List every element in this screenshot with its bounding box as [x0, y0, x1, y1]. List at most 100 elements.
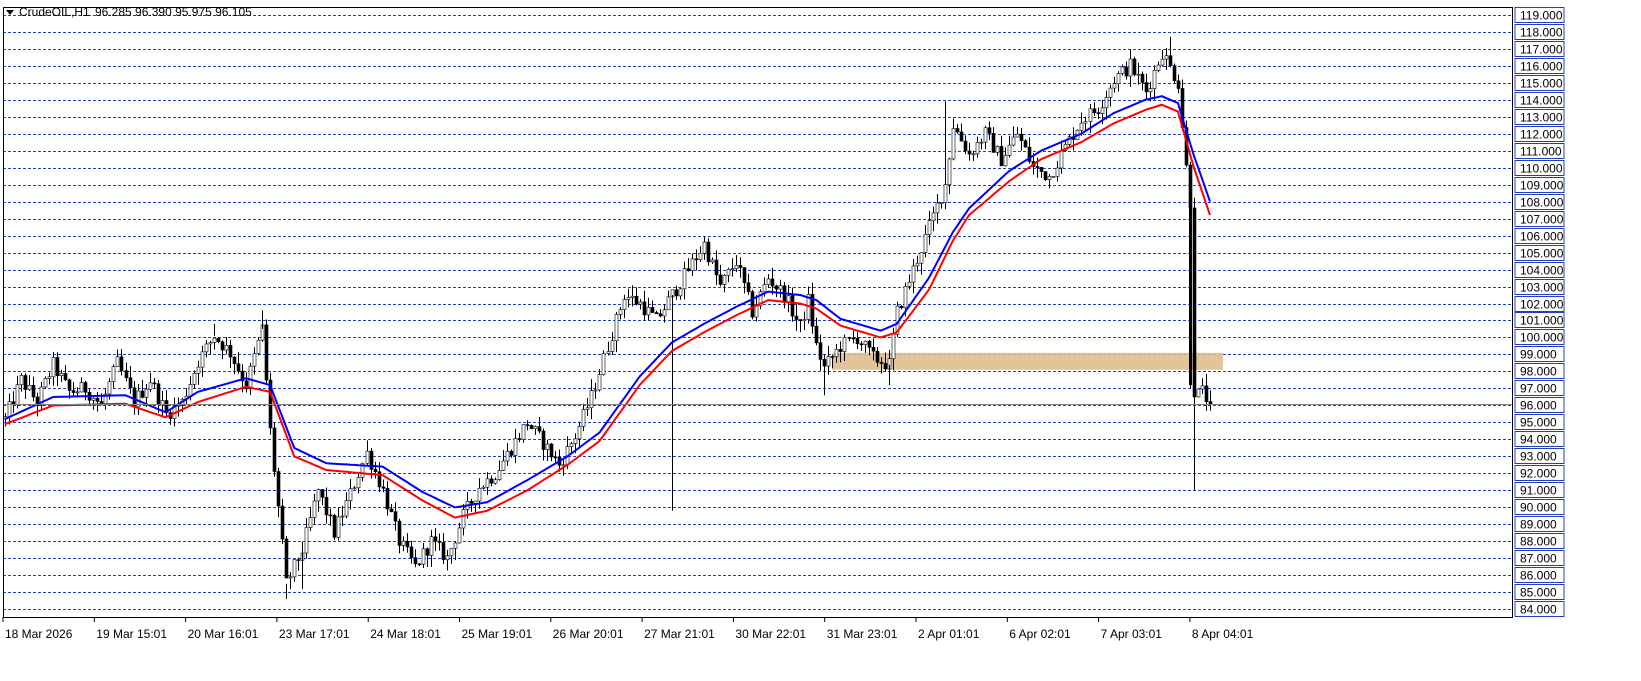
- price-label-box: [1514, 329, 1565, 345]
- candle-body: [1067, 136, 1072, 145]
- price-tick-label: 104.000: [1520, 264, 1564, 278]
- time-tick-label: 19 Mar 15:01: [96, 627, 167, 641]
- candle-body: [915, 262, 920, 267]
- price-label-box: [1514, 550, 1565, 566]
- ma-fast-line: [4, 95, 1211, 509]
- candle-body: [248, 365, 253, 390]
- candle-body: [369, 450, 374, 470]
- candle-body: [730, 268, 735, 270]
- candle-body: [208, 342, 213, 345]
- candle-body: [606, 351, 611, 354]
- candle-body: [529, 425, 534, 429]
- candle-body: [838, 349, 843, 352]
- candle-body: [694, 258, 699, 261]
- candle-body: [758, 291, 763, 307]
- candle-body: [610, 340, 615, 352]
- candle-body: [1196, 388, 1201, 398]
- candle-body: [115, 356, 120, 367]
- candle-body: [425, 548, 430, 556]
- candle-body: [762, 284, 767, 293]
- candle-body: [377, 471, 382, 488]
- time-tick-label: 6 Apr 02:01: [1009, 627, 1071, 641]
- candle-body: [1088, 108, 1093, 122]
- candle-body: [943, 184, 948, 203]
- candle-body: [810, 293, 815, 327]
- candle-body: [706, 241, 711, 263]
- candle-body: [421, 548, 426, 565]
- candle-body: [1104, 97, 1109, 109]
- candle-body: [955, 128, 960, 133]
- candle-body: [883, 363, 888, 370]
- candle-body: [264, 324, 269, 381]
- candle-body: [1172, 65, 1177, 82]
- candle-body: [7, 401, 12, 417]
- candle-body: [212, 337, 217, 343]
- candle-body: [935, 202, 940, 214]
- price-label-box: [1514, 24, 1565, 40]
- candle-body: [505, 450, 510, 462]
- candle-body: [702, 241, 707, 254]
- candle-body: [525, 424, 530, 426]
- price-tick-label: 110.000: [1520, 162, 1563, 176]
- candle-body: [690, 258, 695, 272]
- candle-body: [742, 267, 747, 284]
- candle-body: [79, 382, 84, 393]
- candle-body: [397, 520, 402, 546]
- candle-body: [666, 296, 671, 311]
- candle-body: [1035, 166, 1040, 168]
- candle-body: [1059, 150, 1064, 169]
- time-tick-label: 7 Apr 03:01: [1101, 627, 1163, 641]
- price-tick-label: 86.000: [1520, 569, 1557, 583]
- candle-body: [236, 363, 241, 372]
- candle-body: [111, 366, 116, 383]
- candle-body: [718, 274, 723, 285]
- candle-body: [726, 269, 731, 276]
- candle-body: [899, 305, 904, 309]
- candle-body: [35, 396, 40, 406]
- support-zone-rect: [832, 352, 1223, 370]
- candle-body: [1148, 88, 1153, 93]
- candle-body: [276, 471, 281, 507]
- price-tick-label: 89.000: [1520, 518, 1557, 532]
- candle-body: [939, 202, 944, 204]
- candle-body: [365, 450, 370, 464]
- candle-body: [268, 379, 273, 429]
- candle-body: [91, 397, 96, 401]
- candle-body: [95, 397, 100, 402]
- price-tick-label: 99.000: [1520, 348, 1557, 362]
- candle-body: [822, 359, 827, 367]
- candle-body: [1189, 187, 1192, 386]
- price-label-box: [1514, 160, 1565, 176]
- chart-header: CrudeOIL,H1 96.285 96.390 95.975 96.105: [6, 5, 252, 19]
- candle-body: [903, 286, 908, 309]
- candle-body: [51, 357, 56, 378]
- candle-body: [401, 540, 406, 546]
- price-tick-label: 94.000: [1520, 433, 1557, 447]
- candle-body: [244, 380, 249, 390]
- candle-body: [196, 366, 201, 374]
- price-axis[interactable]: 119.000 118.000 117.000 116.000 115.000 114.0…: [1514, 7, 1565, 617]
- candle-body: [393, 511, 398, 522]
- candle-body: [573, 438, 578, 444]
- candle-body: [802, 319, 807, 322]
- candle-body: [1128, 58, 1133, 77]
- candle-body: [638, 301, 643, 305]
- candle-body: [63, 373, 68, 381]
- candle-body: [481, 486, 486, 489]
- candle-body: [766, 278, 771, 285]
- candle-body: [304, 527, 309, 554]
- candle-body: [907, 281, 912, 287]
- time-axis[interactable]: 18 Mar 2026 19 Mar 15:01 20 Mar 16:01 23 Ma…: [2, 617, 1254, 641]
- price-label-box: [1514, 194, 1565, 210]
- triangle-down-icon[interactable]: [6, 10, 14, 15]
- candle-body: [1007, 144, 1012, 156]
- candle-body: [469, 501, 474, 504]
- candle-body: [834, 349, 839, 358]
- candle-body: [979, 141, 984, 144]
- candle-body: [405, 540, 410, 548]
- candle-body: [589, 390, 594, 409]
- candle-body: [581, 409, 586, 427]
- candle-body: [461, 509, 466, 529]
- candle-body: [316, 489, 321, 502]
- candle-body: [1112, 83, 1117, 89]
